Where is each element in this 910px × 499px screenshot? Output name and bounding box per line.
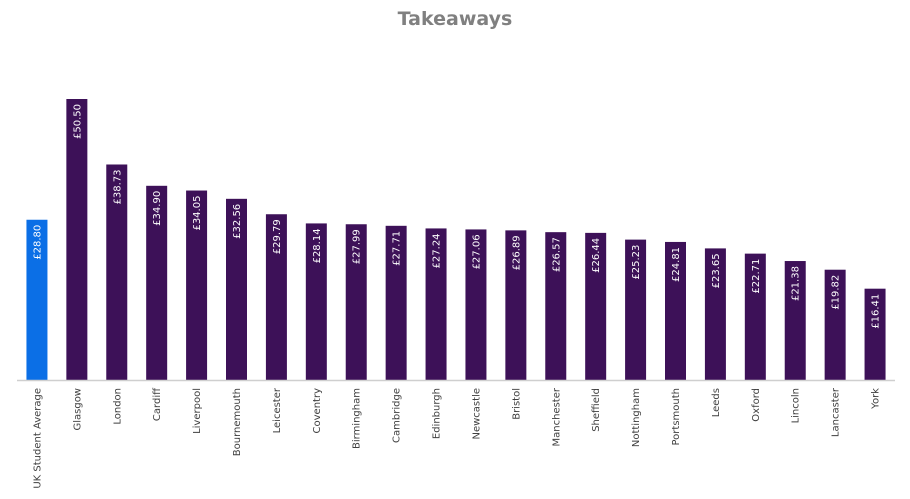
data-label: £28.14 — [312, 228, 323, 263]
bar-liverpool — [186, 190, 208, 380]
data-label: £21.38 — [791, 266, 802, 301]
data-label: £38.73 — [112, 169, 123, 204]
data-label: £24.81 — [671, 247, 682, 282]
bar-leeds — [704, 248, 726, 380]
tick-labels-group: UK Student Average Glasgow London Cardiff Li… — [32, 387, 881, 489]
data-label: £19.82 — [831, 275, 842, 310]
bar-uk-student-average — [26, 219, 48, 380]
x-tick-label: Cambridge — [392, 388, 403, 443]
x-tick-label: Bristol — [511, 388, 522, 420]
x-tick-label: Lincoln — [791, 388, 802, 423]
bar-coventry — [305, 223, 327, 380]
x-tick-label: Portsmouth — [671, 388, 682, 446]
data-label: £27.99 — [352, 229, 363, 264]
bar-manchester — [545, 232, 567, 380]
x-tick-label: Leeds — [711, 388, 722, 417]
x-tick-label: Cardiff — [152, 387, 163, 421]
x-tick-label: Lancaster — [831, 387, 842, 437]
bar-york — [864, 288, 886, 380]
x-tick-label: London — [112, 388, 123, 425]
x-tick-label: Bournemouth — [232, 388, 243, 456]
x-tick-label: Manchester — [551, 387, 562, 446]
data-label: £27.71 — [392, 231, 403, 266]
x-tick-label: Leicester — [272, 387, 283, 433]
x-tick-label: Newcastle — [471, 388, 482, 440]
data-label: £28.80 — [32, 225, 43, 260]
bar-oxford — [744, 253, 766, 380]
data-label: £26.44 — [591, 238, 602, 273]
data-label: £50.50 — [72, 104, 83, 139]
x-tick-label: Birmingham — [352, 388, 363, 449]
bar-london — [106, 164, 128, 380]
x-tick-label: Liverpool — [192, 388, 203, 434]
data-label: £27.06 — [471, 234, 482, 269]
bar-cardiff — [146, 185, 168, 380]
x-tick-label: Oxford — [751, 388, 762, 422]
data-label: £32.56 — [232, 204, 243, 239]
x-tick-label: UK Student Average — [32, 388, 43, 489]
bar-cambridge — [385, 225, 407, 380]
bar-bournemouth — [226, 198, 247, 380]
bar-glasgow — [66, 99, 88, 380]
data-label: £16.41 — [871, 294, 882, 329]
x-tick-label: Sheffield — [591, 388, 602, 432]
bar-sheffield — [585, 232, 607, 380]
data-label: £34.05 — [192, 196, 203, 231]
data-label: £26.57 — [551, 237, 562, 272]
data-label: £23.65 — [711, 253, 722, 288]
data-label: £22.71 — [751, 259, 762, 294]
bar-edinburgh — [425, 228, 447, 380]
chart-title: Takeaways — [397, 8, 513, 30]
data-label: £26.89 — [511, 235, 522, 270]
x-tick-label: Nottingham — [631, 388, 642, 447]
x-tick-label: Glasgow — [72, 388, 83, 431]
data-label: £29.79 — [272, 219, 283, 254]
bar-lincoln — [784, 261, 806, 380]
data-label: £25.23 — [631, 245, 642, 280]
bar-portsmouth — [665, 241, 686, 380]
bar-leicester — [265, 214, 287, 380]
bar-lancaster — [824, 269, 846, 380]
bar-nottingham — [625, 239, 647, 380]
x-tick-label: York — [871, 388, 882, 410]
bars-group: £28.80 £50.50 £38.73 £34.90 £34.05 £32.56 £29.… — [26, 99, 886, 380]
bar-birmingham — [345, 224, 367, 380]
bar-newcastle — [465, 229, 487, 380]
bar-bristol — [505, 230, 527, 380]
x-tick-label: Edinburgh — [432, 388, 443, 439]
data-label: £34.90 — [152, 191, 163, 226]
data-label: £27.24 — [432, 233, 443, 268]
x-tick-label: Coventry — [312, 388, 323, 434]
